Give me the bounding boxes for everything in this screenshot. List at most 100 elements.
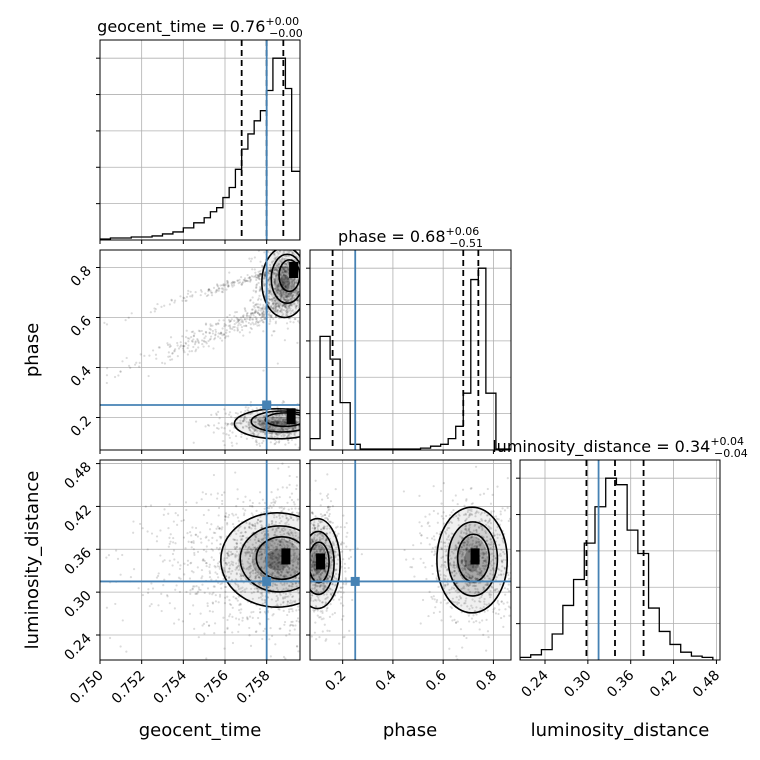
scatter-point bbox=[213, 622, 217, 625]
scatter-point bbox=[227, 434, 230, 437]
scatter-point bbox=[286, 293, 290, 296]
scatter-point bbox=[475, 536, 478, 539]
scatter-point bbox=[281, 314, 284, 317]
scatter-point bbox=[201, 491, 204, 494]
scatter-point bbox=[434, 546, 437, 549]
scatter-point bbox=[443, 578, 447, 581]
scatter-point bbox=[173, 607, 176, 610]
scatter-point bbox=[279, 549, 282, 552]
scatter-point bbox=[280, 570, 284, 573]
scatter-point bbox=[323, 586, 326, 589]
scatter-point bbox=[230, 423, 233, 427]
scatter-point bbox=[191, 340, 194, 343]
scatter-point bbox=[310, 566, 313, 569]
scatter-point bbox=[237, 568, 240, 572]
scatter-point bbox=[326, 506, 330, 509]
scatter-point bbox=[268, 565, 271, 568]
scatter-point bbox=[199, 531, 202, 534]
scatter-point bbox=[274, 243, 276, 245]
scatter-point bbox=[292, 284, 295, 287]
scatter-point bbox=[256, 311, 259, 314]
scatter-point bbox=[301, 288, 303, 290]
scatter-point bbox=[296, 589, 299, 592]
scatter-point bbox=[279, 413, 282, 416]
scatter-point bbox=[241, 319, 244, 322]
scatter-point bbox=[335, 578, 338, 581]
scatter-point bbox=[278, 433, 281, 436]
scatter-point bbox=[467, 516, 470, 519]
scatter-point bbox=[243, 416, 246, 420]
scatter-point bbox=[284, 270, 287, 273]
scatter-point bbox=[212, 531, 215, 534]
scatter-point bbox=[249, 316, 252, 319]
scatter-point bbox=[220, 493, 224, 497]
scatter-point bbox=[290, 280, 293, 283]
scatter-point bbox=[306, 582, 308, 584]
scatter-point bbox=[325, 537, 328, 540]
scatter-point bbox=[322, 297, 324, 299]
scatter-point bbox=[303, 588, 305, 590]
scatter-point bbox=[286, 603, 289, 606]
scatter-point bbox=[273, 420, 276, 423]
scatter-point bbox=[236, 583, 239, 586]
scatter-point bbox=[248, 571, 251, 574]
scatter-point bbox=[293, 556, 296, 559]
scatter-point bbox=[267, 303, 271, 306]
scatter-point bbox=[304, 253, 306, 255]
scatter-point bbox=[186, 337, 189, 340]
scatter-point bbox=[284, 293, 287, 296]
scatter-point bbox=[457, 601, 461, 604]
scatter-point bbox=[216, 322, 220, 325]
scatter-point bbox=[211, 601, 214, 604]
scatter-point bbox=[267, 426, 271, 429]
scatter-point bbox=[288, 474, 291, 478]
scatter-point bbox=[245, 568, 248, 571]
scatter-point bbox=[187, 540, 190, 543]
scatter-point bbox=[273, 279, 277, 282]
scatter-point bbox=[295, 645, 299, 648]
scatter-point bbox=[285, 271, 288, 274]
scatter-point bbox=[294, 572, 297, 576]
scatter-point bbox=[315, 538, 319, 541]
scatter-point bbox=[285, 278, 288, 281]
scatter-point bbox=[281, 420, 285, 423]
scatter-point bbox=[132, 520, 135, 523]
scatter-point bbox=[280, 307, 283, 310]
scatter-point bbox=[351, 598, 354, 602]
scatter-point bbox=[282, 565, 285, 568]
scatter-point bbox=[482, 551, 485, 555]
scatter-point bbox=[316, 614, 319, 617]
scatter-point bbox=[303, 285, 305, 287]
scatter-point bbox=[186, 353, 189, 356]
scatter-point bbox=[163, 304, 166, 307]
scatter-point bbox=[302, 536, 304, 538]
scatter-point bbox=[323, 514, 327, 517]
scatter-point bbox=[284, 276, 287, 279]
scatter-point bbox=[450, 587, 453, 591]
scatter-point bbox=[254, 440, 258, 443]
scatter-point bbox=[306, 399, 308, 401]
scatter-point bbox=[274, 563, 278, 566]
panel-frame bbox=[309, 249, 512, 451]
scatter-point bbox=[282, 435, 285, 438]
scatter-point bbox=[307, 573, 309, 575]
scatter-point bbox=[251, 524, 255, 527]
scatter-point bbox=[283, 538, 286, 541]
scatter-point bbox=[238, 547, 241, 550]
scatter-point bbox=[251, 296, 254, 299]
scatter-point bbox=[119, 370, 122, 373]
scatter-point bbox=[503, 567, 507, 571]
scatter-point bbox=[294, 507, 297, 510]
scatter-point bbox=[225, 574, 228, 578]
scatter-point bbox=[289, 303, 292, 307]
scatter-point bbox=[304, 428, 306, 430]
scatter-point bbox=[273, 254, 276, 257]
scatter-point bbox=[267, 553, 270, 556]
scatter-point bbox=[226, 422, 230, 426]
scatter-point bbox=[248, 331, 251, 334]
scatter-point bbox=[274, 531, 277, 534]
scatter-point bbox=[329, 520, 332, 523]
scatter-point bbox=[257, 539, 261, 543]
scatter-point bbox=[282, 597, 285, 600]
scatter-point bbox=[129, 576, 133, 579]
